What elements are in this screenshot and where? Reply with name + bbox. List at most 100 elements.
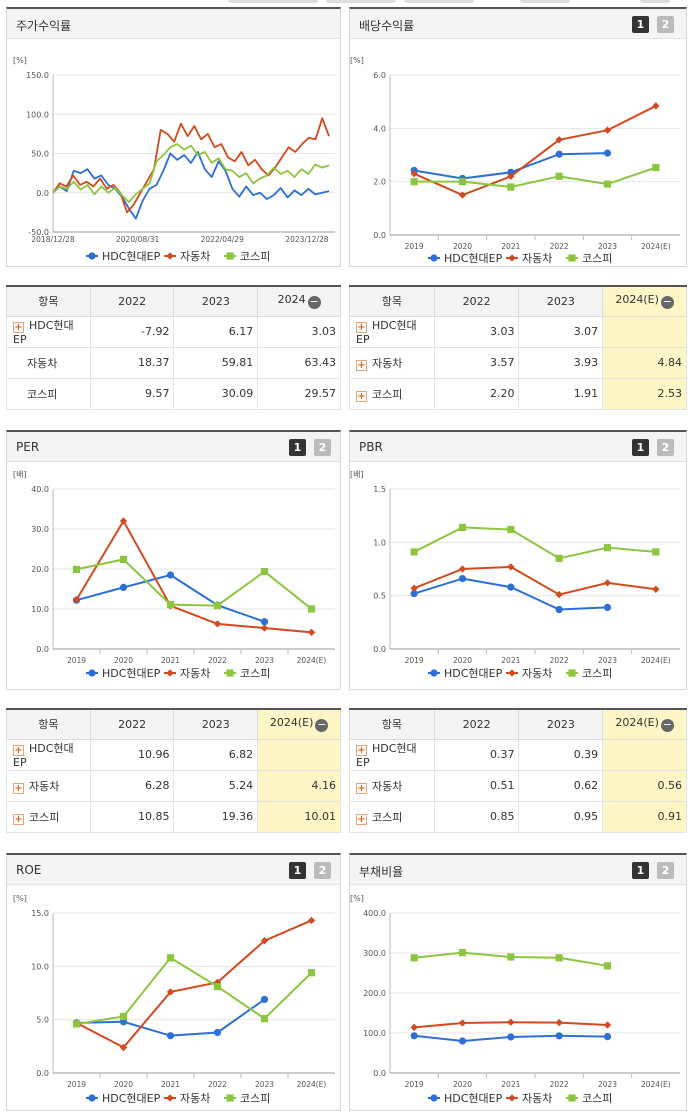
data-point-circle bbox=[88, 1094, 96, 1102]
view-2-button[interactable]: 2 bbox=[657, 439, 674, 456]
expand-icon[interactable]: + bbox=[356, 322, 367, 333]
data-point-square bbox=[213, 983, 222, 991]
pbr-table: 항목 2022 2023 2024(E) − + HDC현대EP 0.37 0.39 + 자동차 0.… bbox=[349, 708, 687, 833]
value-cell: 6.17 bbox=[173, 315, 259, 348]
view-2-button[interactable]: 2 bbox=[657, 862, 674, 879]
legend-label: 코스피 bbox=[582, 252, 612, 265]
y-tick-label: 0.0 bbox=[36, 645, 49, 654]
view-1-button[interactable]: 1 bbox=[289, 862, 306, 879]
roe-panel: ROE 1 2 [%] 15.0 10.0 5.0 0.0 2019 2020 2021 202… bbox=[6, 853, 341, 1111]
table-row: + HDC현대EP 3.03 3.07 bbox=[349, 315, 687, 348]
y-tick-label: 0.5 bbox=[373, 592, 386, 601]
value-cell: 9.57 bbox=[89, 377, 175, 410]
row-name-cell[interactable]: + 코스피 bbox=[349, 377, 435, 410]
table-header-cell: 2024(E) − bbox=[602, 709, 687, 740]
data-point-square bbox=[568, 1094, 576, 1102]
header-label: 2024(E) bbox=[269, 716, 314, 730]
view-2-button[interactable]: 2 bbox=[314, 862, 331, 879]
expand-icon[interactable]: + bbox=[13, 782, 24, 794]
data-point-square bbox=[226, 252, 234, 260]
y-tick-label: 100.0 bbox=[363, 1029, 386, 1038]
x-tick-label: 2021 bbox=[501, 1080, 520, 1089]
expand-icon[interactable]: + bbox=[356, 782, 367, 794]
x-tick-label: 2024(E) bbox=[297, 1080, 327, 1089]
legend-label: HDC현대EP bbox=[444, 252, 503, 265]
y-tick-label: 0.0 bbox=[36, 189, 49, 198]
table-row: + HDC현대EP 10.96 6.82 bbox=[6, 738, 341, 771]
row-name-cell: 코스피 bbox=[6, 377, 91, 410]
data-point-diamond bbox=[410, 584, 418, 592]
y-unit-label: [배] bbox=[350, 470, 364, 479]
row-name-cell[interactable]: + HDC현대EP bbox=[349, 738, 435, 771]
row-name-cell[interactable]: + HDC현대EP bbox=[6, 315, 91, 348]
expand-icon[interactable]: + bbox=[356, 813, 367, 825]
expand-icon[interactable]: + bbox=[356, 745, 367, 756]
header-label: 2022 bbox=[462, 717, 491, 731]
data-point-square bbox=[507, 953, 515, 961]
row-name-cell[interactable]: + 코스피 bbox=[349, 800, 435, 833]
table-header-cell: 2023 bbox=[518, 709, 604, 740]
view-2-button[interactable]: 2 bbox=[314, 439, 331, 456]
view-1-button[interactable]: 1 bbox=[632, 16, 649, 33]
data-point-diamond bbox=[652, 102, 660, 110]
x-tick-label: 2019 bbox=[67, 1080, 86, 1089]
data-point-diamond bbox=[603, 1021, 612, 1029]
data-point-square bbox=[555, 554, 563, 562]
row-name-cell: 자동차 bbox=[6, 346, 91, 379]
x-tick-label: 2019 bbox=[405, 656, 424, 665]
row-name-cell[interactable]: + 코스피 bbox=[6, 800, 91, 833]
per-chart: [배] 40.0 30.0 20.0 10.0 0.0 2019 2020 2021 2022 20… bbox=[13, 470, 335, 680]
value-cell: 59.81 bbox=[173, 346, 259, 379]
series-line bbox=[52, 143, 330, 204]
expand-icon[interactable]: + bbox=[13, 745, 24, 756]
data-point-circle bbox=[555, 150, 563, 158]
legend-label: 코스피 bbox=[582, 667, 612, 680]
y-tick-label: 40.0 bbox=[31, 485, 49, 494]
data-point-diamond bbox=[166, 988, 175, 996]
expand-icon[interactable]: + bbox=[13, 813, 24, 825]
row-name: 자동차 bbox=[27, 356, 58, 370]
data-point-square bbox=[568, 254, 576, 262]
panel-title: 주가수익률 bbox=[16, 19, 72, 33]
table-row: + 자동차 0.51 0.62 0.56 bbox=[349, 769, 687, 802]
view-1-button[interactable]: 1 bbox=[289, 439, 306, 456]
data-point-diamond bbox=[166, 1094, 174, 1102]
data-point-square bbox=[555, 172, 563, 180]
collapse-icon[interactable]: − bbox=[315, 718, 329, 733]
legend-label: 코스피 bbox=[240, 667, 270, 680]
row-name-cell[interactable]: + HDC현대EP bbox=[6, 738, 91, 771]
row-name-cell[interactable]: + HDC현대EP bbox=[349, 315, 435, 348]
data-point-circle bbox=[507, 583, 515, 591]
y-tick-label: 0.0 bbox=[36, 1069, 49, 1078]
row-name-cell[interactable]: + 자동차 bbox=[349, 769, 435, 802]
data-point-square bbox=[652, 548, 660, 556]
data-point-circle bbox=[430, 254, 438, 262]
series-line bbox=[75, 518, 312, 634]
expand-icon[interactable]: + bbox=[13, 322, 24, 333]
y-tick-label: 10.0 bbox=[31, 962, 49, 971]
value-cell bbox=[602, 738, 687, 771]
collapse-icon[interactable]: − bbox=[660, 295, 674, 310]
expand-icon[interactable]: + bbox=[356, 359, 367, 371]
value-cell: 29.57 bbox=[257, 377, 341, 410]
pbr-panel: PBR 1 2 [배] 1.5 1.0 0.5 0.0 2019 2020 2021 2022 2… bbox=[349, 430, 687, 690]
row-name-cell[interactable]: + 자동차 bbox=[349, 346, 435, 379]
row-name-cell[interactable]: + 자동차 bbox=[6, 769, 91, 802]
collapse-icon[interactable]: − bbox=[660, 718, 674, 733]
y-tick-label: 100.0 bbox=[26, 110, 49, 119]
view-1-button[interactable]: 1 bbox=[632, 439, 649, 456]
collapse-icon[interactable]: − bbox=[307, 295, 321, 310]
data-point-circle bbox=[430, 669, 438, 677]
data-point-diamond bbox=[307, 628, 316, 637]
view-2-button[interactable]: 2 bbox=[657, 16, 674, 33]
data-point-circle bbox=[260, 618, 269, 626]
view-1-button[interactable]: 1 bbox=[632, 862, 649, 879]
x-tick-label: 2018/12/28 bbox=[31, 235, 74, 244]
expand-icon[interactable]: + bbox=[356, 390, 367, 402]
x-tick-label: 2023 bbox=[598, 656, 617, 665]
value-cell: 0.91 bbox=[602, 800, 687, 833]
top-strip bbox=[0, 0, 691, 4]
y-tick-label: 2.0 bbox=[373, 178, 386, 187]
y-tick-label: 0.0 bbox=[373, 645, 386, 654]
